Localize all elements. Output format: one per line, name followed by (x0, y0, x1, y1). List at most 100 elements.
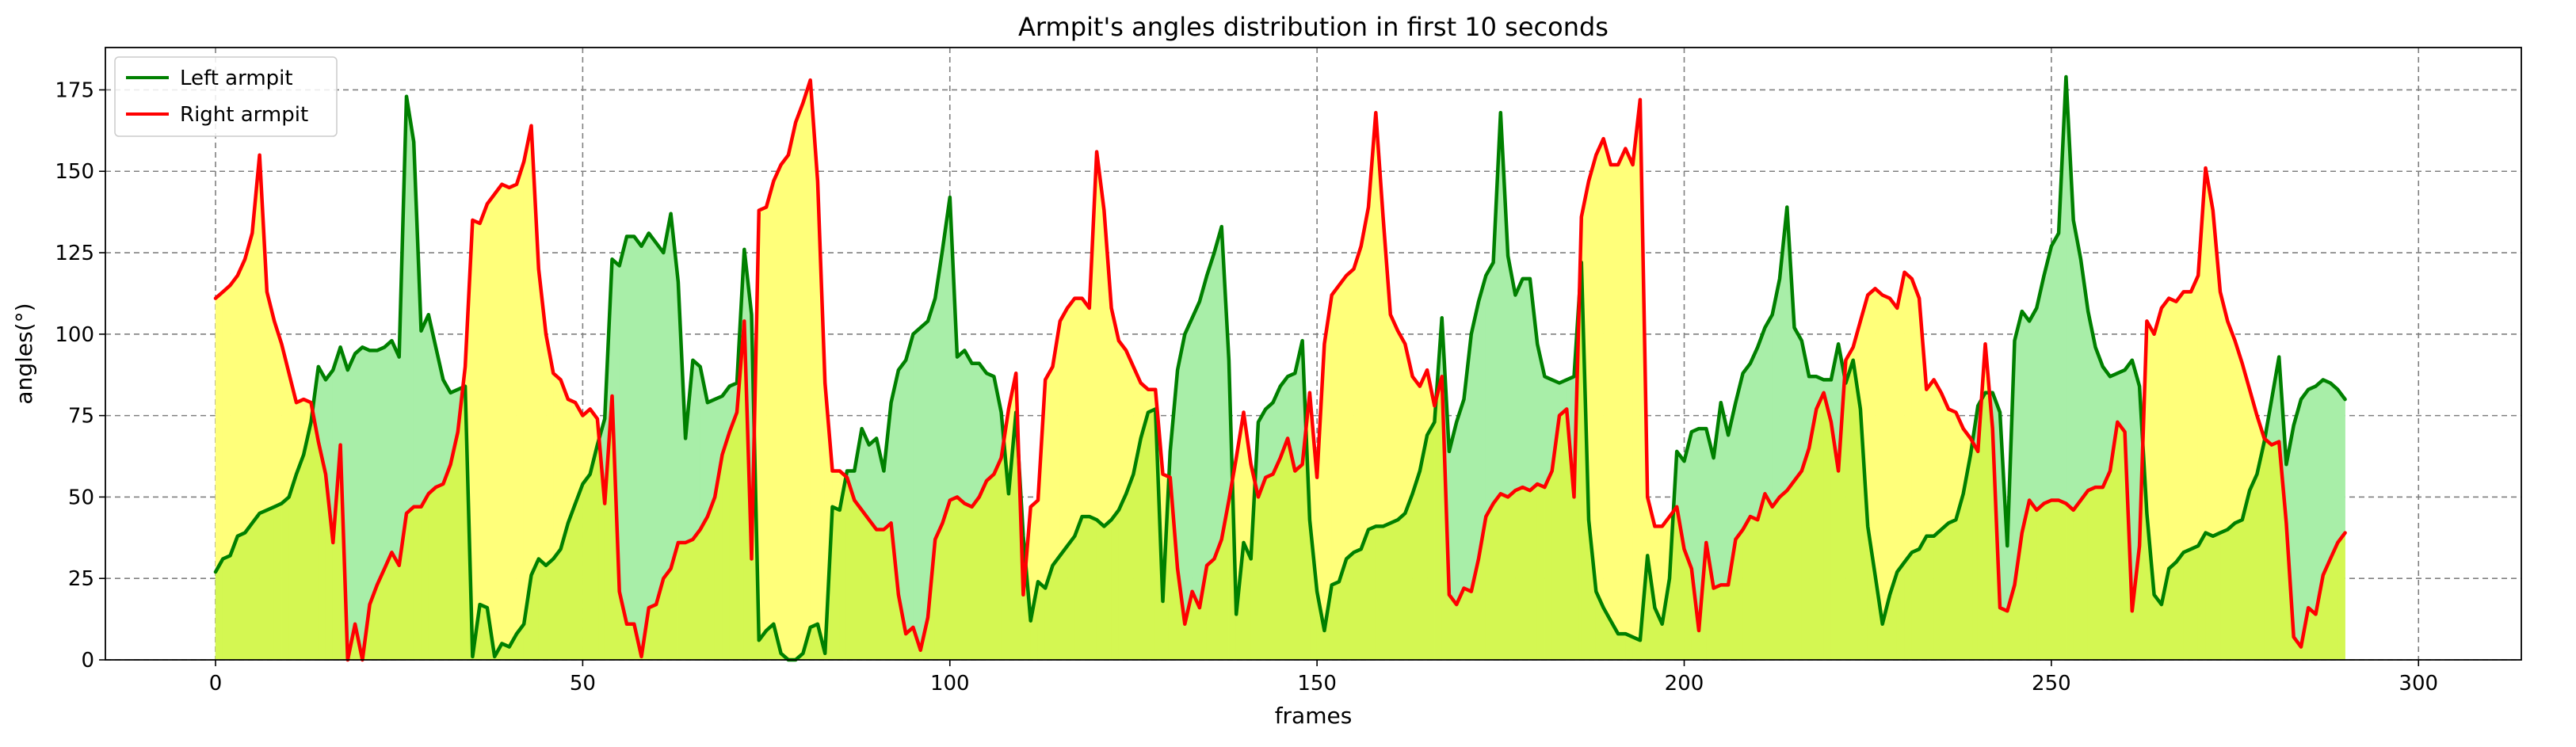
fill-under-min (2058, 500, 2067, 661)
fill-right-higher (773, 164, 781, 654)
fill-under-min (832, 506, 841, 661)
fill-left-higher (2044, 246, 2052, 505)
fill-under-min (964, 503, 972, 661)
fill-under-min (1464, 588, 1472, 661)
fill-under-min (685, 539, 693, 661)
fill-left-higher (2307, 386, 2316, 616)
fill-left-higher (2095, 347, 2104, 488)
fill-right-higher (553, 372, 561, 560)
fill-under-min (846, 477, 855, 661)
fill-left-higher (626, 236, 635, 625)
fill-under-min (1426, 421, 1435, 661)
fill-under-min (2095, 486, 2104, 661)
fill-left-higher (920, 320, 929, 650)
fill-right-higher (230, 274, 239, 556)
fill-under-min (312, 410, 319, 661)
fill-under-min (693, 528, 700, 661)
fill-under-min (1118, 494, 1127, 661)
fill-right-higher (523, 125, 532, 624)
fill-under-min (1823, 392, 1832, 661)
fill-under-min (296, 454, 304, 661)
fill-under-min (2205, 532, 2214, 661)
fill-under-min (1436, 376, 1442, 661)
fill-under-min (2073, 499, 2082, 661)
fill-left-higher (971, 363, 980, 508)
fill-under-min (1074, 516, 1082, 661)
fill-under-min (707, 497, 716, 661)
fill-left-higher (2051, 232, 2059, 501)
fill-right-higher (1059, 307, 1068, 557)
fill-under-min (1507, 490, 1516, 661)
fill-under-min (1845, 360, 1853, 661)
fill-under-min (1052, 555, 1061, 661)
fill-under-min (2183, 548, 2192, 661)
fill-under-min (1926, 535, 1934, 661)
fill-left-higher (663, 213, 671, 580)
fill-under-min (2066, 502, 2074, 661)
fill-left-higher (693, 360, 700, 540)
x-axis-label: frames (1275, 703, 1353, 729)
fill-under-min (1434, 399, 1437, 661)
fill-left-higher (1757, 327, 1765, 520)
fill-under-min (2219, 529, 2228, 661)
fill-under-min (2116, 421, 2125, 661)
x-tick-label: 0 (209, 672, 223, 696)
fill-right-higher (765, 181, 774, 631)
fill-right-higher (1082, 297, 1090, 517)
fill-under-min (853, 499, 862, 661)
fill-right-higher (237, 259, 246, 537)
fill-left-higher (1742, 362, 1751, 531)
y-tick-label: 150 (55, 160, 94, 184)
fill-under-min (1911, 548, 1920, 661)
fill-under-min (597, 438, 600, 661)
fill-under-min (428, 486, 437, 661)
fill-right-higher (1610, 164, 1619, 635)
fill-right-higher (1390, 314, 1399, 524)
fill-under-min (2176, 551, 2184, 661)
fill-under-min (2227, 522, 2235, 661)
fill-under-min (259, 509, 268, 661)
fill-right-higher (1361, 207, 1369, 550)
x-tick-label: 100 (930, 672, 970, 696)
fill-left-higher (1765, 314, 1773, 508)
legend-box (114, 56, 338, 137)
fill-right-higher (795, 102, 803, 661)
fill-under-min (1368, 525, 1376, 661)
fill-under-min (1904, 551, 1913, 661)
fill-right-higher (2219, 292, 2228, 534)
fill-under-min (1801, 448, 1810, 661)
fill-left-higher (1214, 227, 1222, 559)
fill-under-min (1544, 471, 1552, 661)
legend-label-left-armpit: Left armpit (180, 67, 293, 90)
fill-under-min (1082, 516, 1090, 661)
fill-left-higher (1515, 278, 1523, 491)
fill-under-min (273, 503, 282, 661)
fill-right-higher (1331, 284, 1340, 585)
fill-left-higher (964, 349, 972, 508)
fill-under-min (1125, 474, 1134, 661)
fill-left-higher (2330, 382, 2338, 559)
fill-left-higher (619, 236, 628, 624)
legend-label-right-armpit: Right armpit (180, 103, 308, 127)
fill-under-min (1529, 483, 1538, 661)
x-tick-label: 200 (1665, 672, 1704, 696)
fill-under-min (648, 604, 657, 661)
fill-left-higher (2293, 398, 2302, 648)
fill-left-higher (2337, 388, 2345, 543)
fill-under-min (1500, 493, 1509, 661)
fill-under-min (971, 496, 980, 661)
fill-under-min (1794, 470, 1803, 661)
fill-under-min (545, 558, 554, 661)
fill-right-higher (1625, 148, 1633, 638)
fill-under-min (1206, 558, 1215, 661)
fill-under-min (1273, 457, 1281, 661)
fill-right-higher (222, 284, 231, 559)
fill-under-min (876, 529, 884, 661)
fill-left-higher (2028, 307, 2037, 511)
fill-right-higher (215, 291, 223, 574)
fill-under-min (1397, 513, 1406, 661)
fill-under-min (994, 457, 1002, 661)
fill-left-higher (633, 235, 642, 657)
fill-right-higher (1118, 340, 1127, 510)
fill-under-min (1345, 551, 1354, 661)
